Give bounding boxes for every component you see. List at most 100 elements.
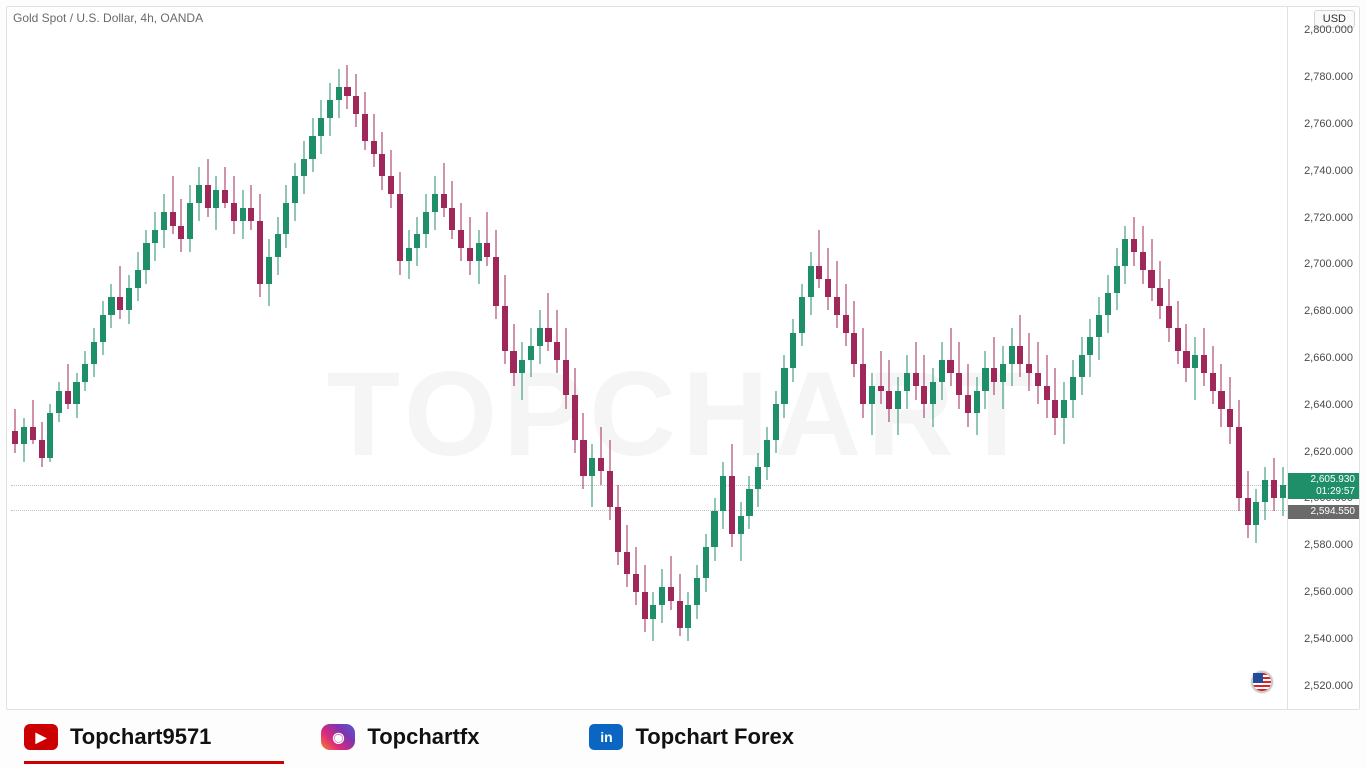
candle[interactable] xyxy=(816,29,822,699)
candle[interactable] xyxy=(886,29,892,699)
candle[interactable] xyxy=(624,29,630,699)
candle[interactable] xyxy=(414,29,420,699)
candle[interactable] xyxy=(650,29,656,699)
candle[interactable] xyxy=(895,29,901,699)
candle[interactable] xyxy=(947,29,953,699)
candle[interactable] xyxy=(843,29,849,699)
candle[interactable] xyxy=(659,29,665,699)
candle[interactable] xyxy=(939,29,945,699)
candle[interactable] xyxy=(965,29,971,699)
candle[interactable] xyxy=(135,29,141,699)
candle[interactable] xyxy=(484,29,490,699)
candle[interactable] xyxy=(362,29,368,699)
candle[interactable] xyxy=(799,29,805,699)
candle[interactable] xyxy=(580,29,586,699)
candle[interactable] xyxy=(668,29,674,699)
candle[interactable] xyxy=(30,29,36,699)
candle[interactable] xyxy=(1140,29,1146,699)
candle[interactable] xyxy=(1044,29,1050,699)
candle[interactable] xyxy=(921,29,927,699)
candle[interactable] xyxy=(283,29,289,699)
candle[interactable] xyxy=(493,29,499,699)
candle[interactable] xyxy=(161,29,167,699)
candle[interactable] xyxy=(589,29,595,699)
candle[interactable] xyxy=(100,29,106,699)
candle[interactable] xyxy=(1271,29,1277,699)
candle[interactable] xyxy=(126,29,132,699)
candle[interactable] xyxy=(755,29,761,699)
candle[interactable] xyxy=(205,29,211,699)
candle[interactable] xyxy=(991,29,997,699)
candle[interactable] xyxy=(353,29,359,699)
candle[interactable] xyxy=(1061,29,1067,699)
candle[interactable] xyxy=(292,29,298,699)
candle[interactable] xyxy=(441,29,447,699)
candle[interactable] xyxy=(1035,29,1041,699)
candle[interactable] xyxy=(764,29,770,699)
candle[interactable] xyxy=(1262,29,1268,699)
candle[interactable] xyxy=(1218,29,1224,699)
candle[interactable] xyxy=(21,29,27,699)
candle[interactable] xyxy=(711,29,717,699)
candle[interactable] xyxy=(73,29,79,699)
candle[interactable] xyxy=(825,29,831,699)
candle[interactable] xyxy=(1236,29,1242,699)
candle[interactable] xyxy=(178,29,184,699)
candle[interactable] xyxy=(301,29,307,699)
candle[interactable] xyxy=(537,29,543,699)
candle[interactable] xyxy=(510,29,516,699)
candle[interactable] xyxy=(82,29,88,699)
candle[interactable] xyxy=(1131,29,1137,699)
candle[interactable] xyxy=(563,29,569,699)
candle[interactable] xyxy=(388,29,394,699)
candle[interactable] xyxy=(397,29,403,699)
candle[interactable] xyxy=(406,29,412,699)
candle[interactable] xyxy=(746,29,752,699)
candle[interactable] xyxy=(108,29,114,699)
candle[interactable] xyxy=(432,29,438,699)
candle[interactable] xyxy=(170,29,176,699)
candle[interactable] xyxy=(1192,29,1198,699)
candle[interactable] xyxy=(572,29,578,699)
candle[interactable] xyxy=(904,29,910,699)
candle[interactable] xyxy=(930,29,936,699)
candle[interactable] xyxy=(56,29,62,699)
candle[interactable] xyxy=(1148,29,1154,699)
candle[interactable] xyxy=(554,29,560,699)
candle[interactable] xyxy=(808,29,814,699)
candle[interactable] xyxy=(213,29,219,699)
candle[interactable] xyxy=(545,29,551,699)
candle[interactable] xyxy=(476,29,482,699)
candle[interactable] xyxy=(1175,29,1181,699)
candle[interactable] xyxy=(196,29,202,699)
candle[interactable] xyxy=(598,29,604,699)
candle[interactable] xyxy=(781,29,787,699)
candle[interactable] xyxy=(974,29,980,699)
candle[interactable] xyxy=(39,29,45,699)
candle[interactable] xyxy=(615,29,621,699)
candle[interactable] xyxy=(633,29,639,699)
candle[interactable] xyxy=(860,29,866,699)
candle[interactable] xyxy=(222,29,228,699)
candle[interactable] xyxy=(371,29,377,699)
candle[interactable] xyxy=(642,29,648,699)
candle[interactable] xyxy=(607,29,613,699)
candle[interactable] xyxy=(851,29,857,699)
candle[interactable] xyxy=(379,29,385,699)
candle[interactable] xyxy=(528,29,534,699)
candle[interactable] xyxy=(1157,29,1163,699)
candle[interactable] xyxy=(773,29,779,699)
candle[interactable] xyxy=(231,29,237,699)
candle[interactable] xyxy=(275,29,281,699)
candle[interactable] xyxy=(1000,29,1006,699)
candle[interactable] xyxy=(878,29,884,699)
candle[interactable] xyxy=(1201,29,1207,699)
candle[interactable] xyxy=(1087,29,1093,699)
candle[interactable] xyxy=(65,29,71,699)
candle[interactable] xyxy=(449,29,455,699)
candle[interactable] xyxy=(117,29,123,699)
candle[interactable] xyxy=(677,29,683,699)
candle[interactable] xyxy=(1114,29,1120,699)
chart-plot-area[interactable] xyxy=(11,29,1287,699)
candle[interactable] xyxy=(152,29,158,699)
